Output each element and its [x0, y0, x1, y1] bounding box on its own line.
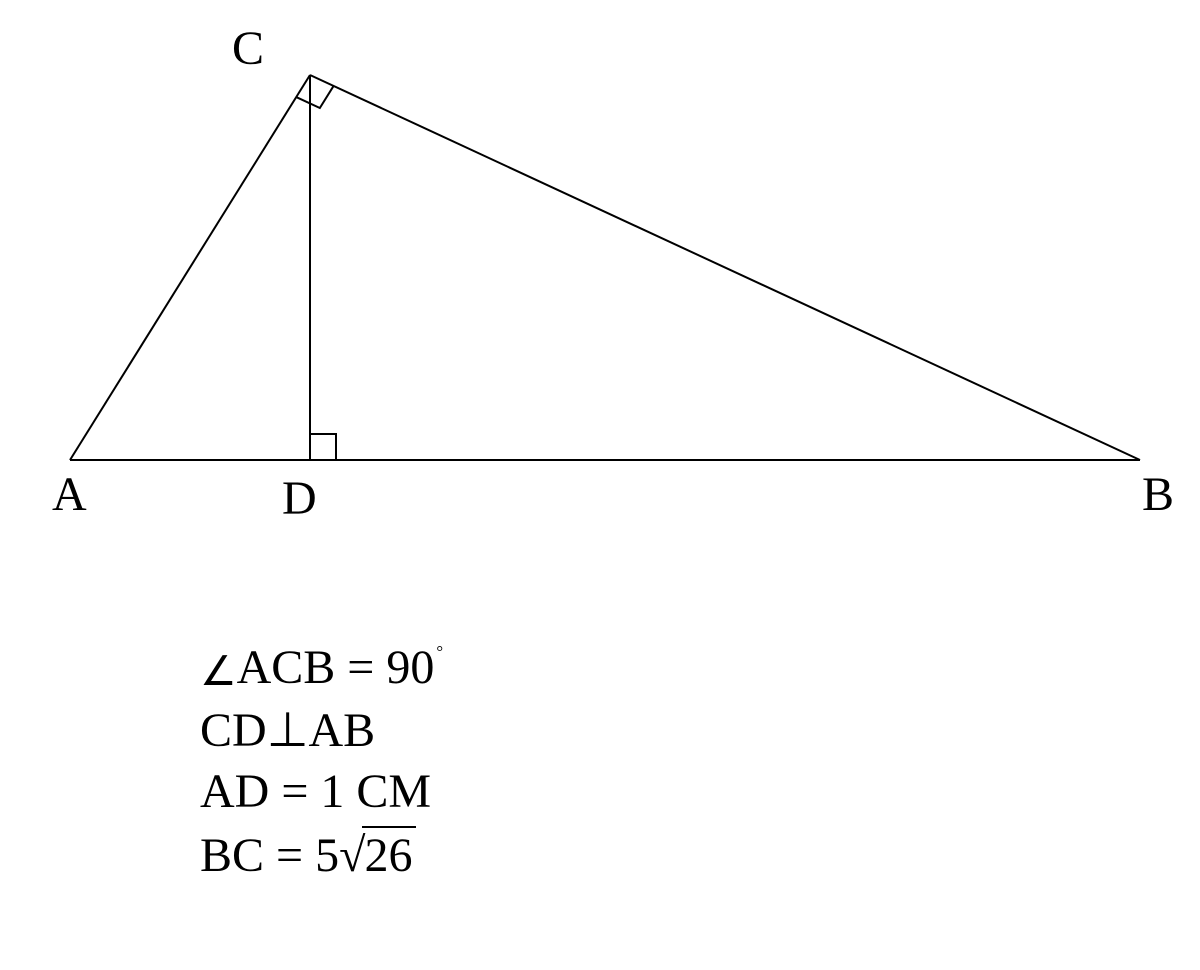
right-angle-marker-d [310, 434, 336, 460]
perp-lhs: CD [200, 704, 267, 757]
equals-sign: = [347, 641, 374, 694]
vertex-label-d: D [282, 472, 317, 525]
given-bc-length: BC = 5√26 [200, 826, 416, 883]
given-cd-perp-ab: CD⊥AB [200, 702, 375, 758]
vertex-label-b: B [1142, 468, 1174, 521]
ad-rhs: 1 CM [320, 765, 431, 818]
given-angle-acb: ∠ACB = 90° [200, 640, 441, 695]
segment-ac [70, 75, 310, 460]
given-ad-length: AD = 1 CM [200, 764, 431, 819]
vertex-label-c: C [232, 22, 264, 75]
equals-sign: = [276, 829, 303, 882]
sqrt-expression: √26 [339, 826, 416, 883]
angle-lhs: ACB [237, 641, 336, 694]
geometry-diagram: A B C D [0, 0, 1200, 970]
vertex-label-a: A [52, 468, 87, 521]
perp-rhs: AB [309, 704, 376, 757]
equals-sign: = [281, 765, 308, 818]
sqrt-radicand: 26 [362, 826, 416, 883]
segment-cb [310, 75, 1140, 460]
ad-lhs: AD [200, 765, 269, 818]
bc-lhs: BC [200, 829, 264, 882]
perpendicular-icon: ⊥ [267, 702, 309, 758]
angle-rhs: 90 [386, 641, 434, 694]
degree-icon: ° [436, 642, 443, 661]
bc-coef: 5 [315, 829, 339, 882]
angle-icon: ∠ [200, 647, 237, 695]
